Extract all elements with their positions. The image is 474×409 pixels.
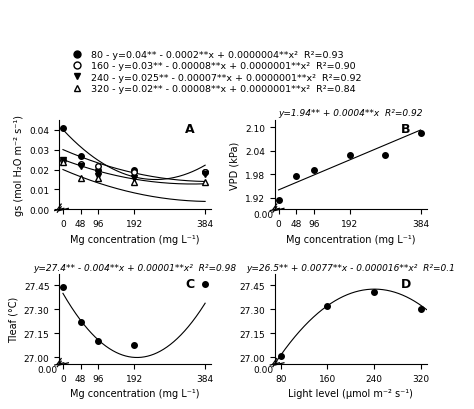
X-axis label: Mg concentration (mg L⁻¹): Mg concentration (mg L⁻¹)	[71, 234, 200, 244]
X-axis label: Light level (μmol m⁻² s⁻¹): Light level (μmol m⁻² s⁻¹)	[288, 388, 413, 398]
Text: B: B	[401, 123, 410, 136]
Text: 0.00: 0.00	[253, 365, 273, 374]
Y-axis label: gs (mol H₂O m⁻² s⁻¹): gs (mol H₂O m⁻² s⁻¹)	[14, 115, 24, 216]
Title: y=1.94** + 0.0004**x  R²=0.92: y=1.94** + 0.0004**x R²=0.92	[278, 109, 423, 118]
Title: y=27.4** - 0.004**x + 0.00001**x²  R²=0.98: y=27.4** - 0.004**x + 0.00001**x² R²=0.9…	[34, 263, 237, 272]
Text: 0.00: 0.00	[37, 365, 58, 374]
Text: D: D	[401, 277, 411, 290]
Y-axis label: VPD (kPa): VPD (kPa)	[229, 141, 239, 189]
Legend: 80 - y=0.04** - 0.0002**x + 0.0000004**x²  R²=0.93, 160 - y=0.03** - 0.00008**x : 80 - y=0.04** - 0.0002**x + 0.0000004**x…	[68, 51, 362, 94]
Text: 0.00: 0.00	[253, 211, 273, 220]
Text: C: C	[185, 277, 194, 290]
Text: A: A	[185, 123, 195, 136]
X-axis label: Mg concentration (mg L⁻¹): Mg concentration (mg L⁻¹)	[71, 388, 200, 398]
Title: y=26.5** + 0.0077**x - 0.000016**x²  R²=0.1: y=26.5** + 0.0077**x - 0.000016**x² R²=0…	[246, 263, 455, 272]
Y-axis label: Tleaf (°C): Tleaf (°C)	[8, 296, 18, 342]
X-axis label: Mg concentration (mg L⁻¹): Mg concentration (mg L⁻¹)	[286, 234, 415, 244]
